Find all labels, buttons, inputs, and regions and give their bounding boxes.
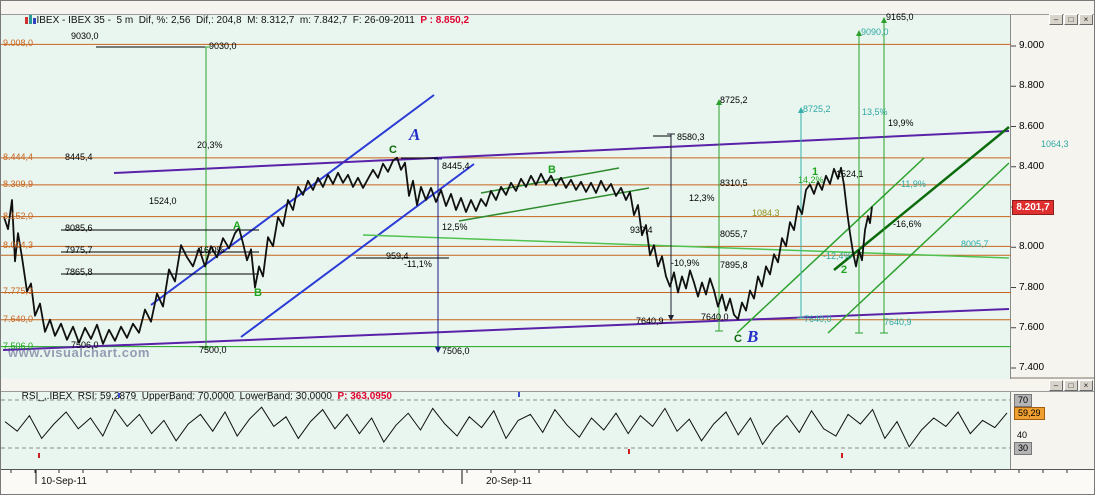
rsi-axis[interactable]: [1012, 391, 1094, 469]
maximize-button[interactable]: □: [1064, 14, 1078, 25]
date-label: 20-Sep-11: [486, 476, 532, 487]
maximize-button[interactable]: □: [1064, 380, 1078, 391]
header-quote-info: Dif, %: 2,56 Dif,: 204,8 M: 8.312,7 m: 7…: [133, 15, 421, 26]
close-button[interactable]: ×: [1079, 380, 1093, 391]
main-chart-area[interactable]: www.visualchart.com: [1, 15, 1011, 379]
header-last-price: P : 8.850,2: [420, 15, 470, 26]
main-chart-panel: .IBEX - IBEX 35 - 5 m Dif, %: 2,56 Dif,:…: [1, 1, 1094, 379]
minimize-button[interactable]: –: [1049, 14, 1063, 25]
header-symbol: .IBEX - IBEX 35 - 5 m: [33, 15, 134, 26]
date-label: 10-Sep-11: [41, 476, 87, 487]
main-chart-header: .IBEX - IBEX 35 - 5 m Dif, %: 2,56 Dif,:…: [1, 1, 1094, 26]
visualchart-watermark: www.visualchart.com: [8, 345, 150, 360]
rsi-name: RSI_,.IBEX: [21, 391, 73, 402]
time-axis[interactable]: 10-Sep-11 20-Sep-11: [1, 469, 1094, 494]
close-button[interactable]: ×: [1079, 14, 1093, 25]
rsi-panel: RSI_,.IBEX RSI: 59,2879 UpperBand: 70,00…: [1, 379, 1094, 469]
rsi-last-price: P: 363,0950: [337, 391, 392, 402]
price-axis[interactable]: [1012, 15, 1094, 377]
last-price-badge: 8.201,7: [1012, 200, 1054, 215]
candlestick-icon: [3, 2, 37, 42]
minimize-button[interactable]: –: [1049, 380, 1063, 391]
rsi-header: RSI_,.IBEX RSI: 59,2879 UpperBand: 70,00…: [1, 379, 1094, 402]
rsi-values: RSI: 59,2879 UpperBand: 70,0000 LowerBan…: [72, 391, 338, 402]
